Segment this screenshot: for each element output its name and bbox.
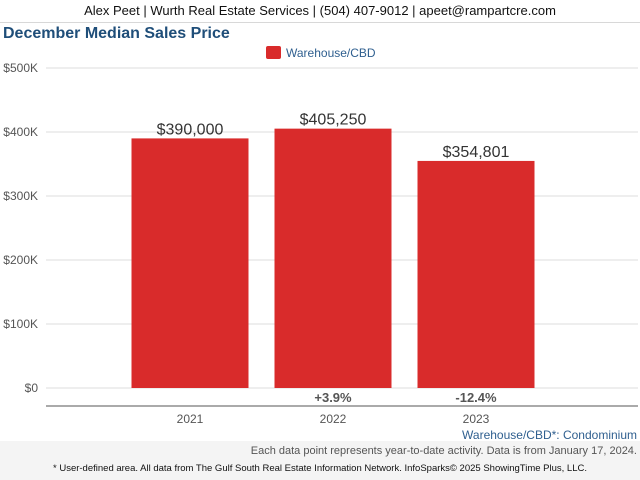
bar-value-label: $405,250 [300,112,367,129]
x-tick-label: 2021 [177,412,204,426]
x-tick-label: 2022 [320,412,347,426]
bar-change-label: +3.9% [314,390,352,405]
bar-change-label: -12.4% [455,390,497,405]
y-tick-label: $300K [3,189,38,203]
bar-value-label: $390,000 [157,121,224,138]
data-note: Each data point represents year-to-date … [250,445,637,457]
contact-header: Alex Peet | Wurth Real Estate Services |… [0,0,640,23]
bar [274,128,392,388]
legend[interactable]: Warehouse/CBD [266,46,376,60]
bar [131,138,249,388]
y-tick-label: $0 [25,381,39,395]
legend-label: Warehouse/CBD [286,46,376,60]
y-axis: $0 $100K $200K $300K $400K $500K [3,61,38,395]
bars: $390,000 $405,250 +3.9% $354,801 -12.4% [131,112,535,405]
x-tick-label: 2023 [463,412,490,426]
y-tick-label: $200K [3,253,38,267]
y-tick-label: $500K [3,61,38,75]
y-tick-label: $100K [3,317,38,331]
chart-title: December Median Sales Price [3,25,230,42]
source-note: * User-defined area. All data from The G… [53,463,587,474]
legend-swatch [266,46,281,59]
x-axis: 2021 2022 2023 [177,412,490,426]
area-subtitle: Warehouse/CBD*: Condominium [462,428,637,442]
bar-chart: Warehouse/CBD $0 $100K $200K $300K $400K $500… [3,46,638,426]
bar [417,160,535,388]
bar-value-label: $354,801 [443,144,510,161]
footer-background [0,441,640,480]
y-tick-label: $400K [3,125,38,139]
